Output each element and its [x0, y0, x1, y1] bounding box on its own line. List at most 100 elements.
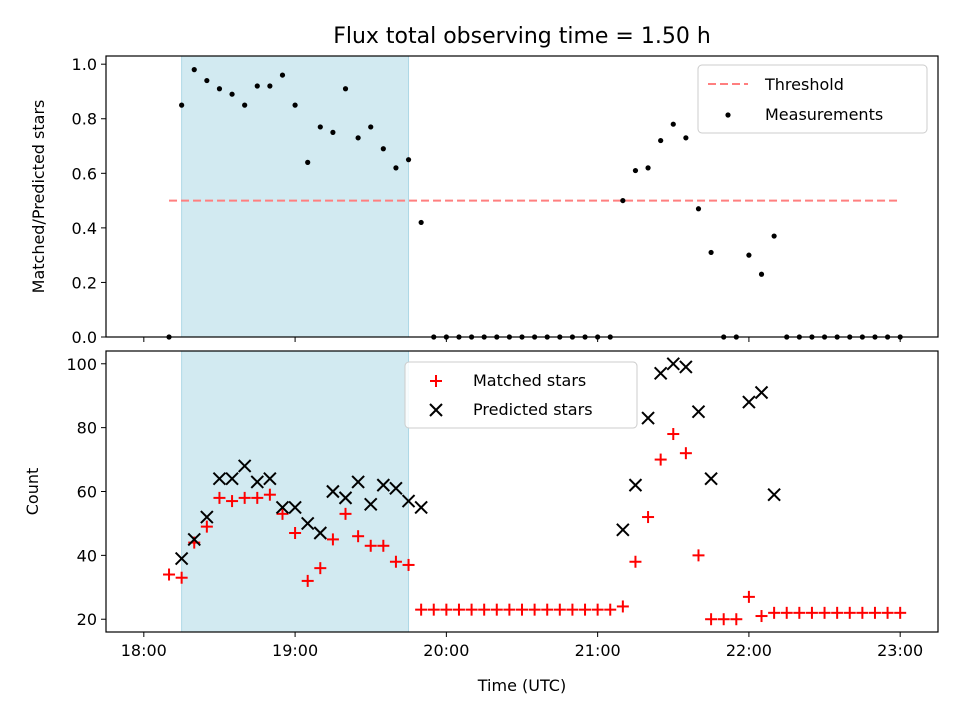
x-stroke-b: [187, 532, 201, 547]
matched-star-point: [377, 539, 390, 552]
y-tick-label: 40: [77, 546, 97, 565]
matched-star-point: [881, 606, 894, 619]
predicted-star-point: [174, 551, 189, 566]
matched-star-point: [894, 606, 907, 619]
x-stroke-b: [313, 526, 328, 540]
y-tick-label: 1.0: [72, 55, 97, 74]
matched-star-point: [213, 491, 226, 504]
matched-star-point: [793, 606, 806, 619]
predicted-star-point: [200, 510, 214, 524]
x-tick-label: 18:00: [121, 641, 167, 660]
x-stroke-b: [326, 484, 340, 499]
bottom-data-points: [163, 357, 907, 626]
x-stroke-b: [237, 459, 252, 473]
top-legend: Threshold Measurements: [697, 64, 928, 134]
matched-star-point: [238, 491, 251, 504]
predicted-star-point: [288, 500, 302, 515]
x-stroke-b: [300, 516, 315, 531]
predicted-star-point: [616, 523, 630, 537]
predicted-star-point: [389, 481, 403, 496]
predicted-star-point: [628, 478, 643, 492]
measurement-point: [670, 121, 676, 127]
measurement-point: [620, 197, 626, 204]
x-stroke-b: [666, 357, 680, 371]
x-stroke-b: [742, 395, 756, 409]
x-stroke-b: [212, 472, 227, 486]
matched-star-point: [389, 555, 402, 568]
bottom-legend: Matched stars Predicted stars: [404, 361, 638, 429]
predicted-star-point: [212, 472, 227, 486]
predicted-star-point: [275, 500, 290, 515]
predicted-star-point: [364, 497, 378, 511]
legend-matched-label: Matched stars: [473, 371, 586, 390]
measurement-point: [771, 233, 777, 239]
x-stroke-b: [401, 494, 416, 508]
legend-predicted-label: Predicted stars: [473, 400, 593, 419]
predicted-star-point: [691, 404, 706, 419]
predicted-star-point: [376, 478, 391, 492]
matched-star-point: [175, 571, 188, 584]
legend-matched-swatch: [430, 375, 442, 387]
measurement-point: [229, 91, 235, 97]
x-stroke-b: [414, 500, 428, 515]
legend-predicted-swatch: [429, 403, 443, 417]
x-tick-label: 22:00: [726, 641, 772, 660]
x-tick-label: 19:00: [272, 641, 318, 660]
matched-star-point: [364, 539, 377, 552]
matched-star-point: [301, 574, 314, 587]
x-stroke-b: [364, 497, 378, 511]
x-stroke-b: [338, 491, 353, 505]
measurement-point: [292, 102, 298, 108]
matched-star-point: [440, 603, 453, 616]
y-tick-label: 0.0: [72, 328, 97, 347]
matched-star-point: [289, 527, 302, 540]
matched-star-point: [200, 520, 213, 533]
y-tick-label: 100: [66, 355, 97, 374]
top-axes-frame: [105, 55, 939, 338]
x-tick-label: 20:00: [423, 641, 469, 660]
measurement-point: [393, 165, 399, 171]
predicted-star-point: [351, 475, 365, 489]
matched-star-point: [553, 603, 566, 616]
matched-star-point: [251, 491, 264, 504]
y-tick-label: 60: [77, 483, 97, 502]
measurement-point: [418, 219, 424, 226]
matched-star-point: [604, 603, 617, 616]
matched-star-point: [490, 603, 503, 616]
matched-star-point: [226, 495, 239, 508]
x-stroke-b: [704, 472, 718, 486]
x-stroke-b: [628, 478, 643, 492]
measurement-point: [746, 252, 752, 258]
matched-star-point: [478, 603, 491, 616]
matched-star-point: [314, 562, 327, 575]
predicted-star-point: [679, 360, 693, 374]
x-stroke-b: [641, 411, 655, 425]
x-stroke-b: [679, 360, 693, 374]
measurement-point: [632, 167, 639, 174]
measurement-point: [683, 135, 689, 141]
observing-window-shade: [181, 350, 410, 633]
measurement-point: [317, 124, 323, 130]
measurement-point: [405, 157, 412, 163]
y-tick-label: 20: [77, 610, 97, 629]
predicted-star-point: [237, 459, 252, 473]
matched-star-point: [503, 603, 516, 616]
matched-star-point: [465, 603, 478, 616]
y-tick-label: 0.4: [72, 219, 97, 238]
matched-star-point: [730, 613, 743, 626]
measurement-point: [695, 206, 702, 212]
matched-star-point: [339, 507, 352, 520]
x-stroke-b: [275, 500, 290, 515]
y-tick-label: 0.6: [72, 164, 97, 183]
x-stroke-b: [653, 366, 668, 381]
predicted-star-point: [313, 526, 328, 540]
predicted-star-point: [704, 472, 718, 486]
bottom-panel: 18:00 19:00 20:00 21:00 22:00 23:00 20 40 60 80 10…: [23, 350, 939, 695]
matched-star-point: [818, 606, 831, 619]
predicted-star-point: [187, 532, 201, 547]
measurement-point: [342, 86, 349, 92]
top-panel: 0.0 0.2 0.4 0.6 0.8 1.0 Matched/Predicted sta…: [29, 55, 939, 347]
measurement-point: [305, 159, 311, 165]
top-legend-box: [697, 64, 928, 134]
